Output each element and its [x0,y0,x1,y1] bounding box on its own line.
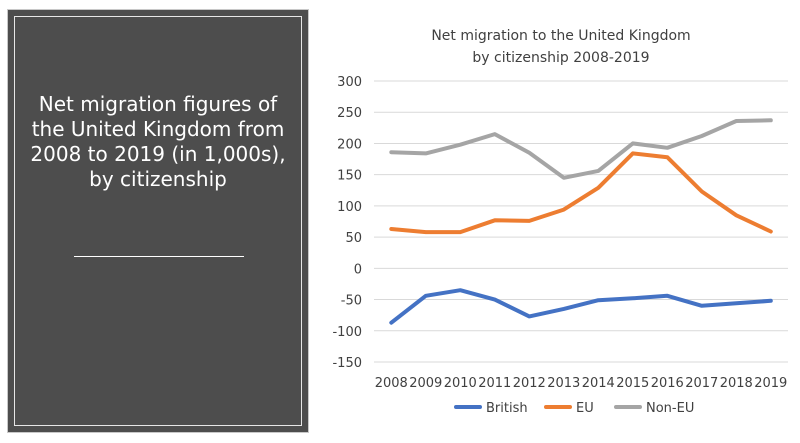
series-line-eu [389,151,773,235]
y-tick-label: 200 [337,137,362,152]
x-axis-tick-labels: 2008 2009 2010 2011 2012 2013 2014 2015 2016 2017… [375,376,788,391]
title-panel-frame [14,16,302,426]
y-tick-label: -150 [332,356,362,371]
y-tick-label: 150 [337,169,362,184]
chart-title-line-1: Net migration to the United Kingdom [431,28,690,44]
y-tick-label: 250 [337,106,362,121]
heading-underline [74,256,244,257]
legend-item-non-eu: Non-EU [614,401,694,416]
y-axis-tick-labels: -150 -100 -50 0 50 100 150 200 250 300 [332,75,362,371]
legend: British EU Non-EU [454,401,694,416]
x-tick-label: 2009 [409,376,442,391]
y-tick-label: -100 [332,325,362,340]
x-tick-label: 2016 [651,376,684,391]
panel-heading: Net migration figures of the United King… [30,92,286,191]
x-tick-label: 2011 [478,376,511,391]
chart-title-line-2: by citizenship 2008-2019 [472,50,649,66]
x-tick-label: 2012 [513,376,546,391]
y-tick-label: 100 [337,200,362,215]
series-line-non-eu [389,118,773,180]
legend-label: EU [576,401,594,416]
y-tick-label: 300 [337,75,362,90]
legend-item-eu: EU [544,401,594,416]
gridlines [374,80,788,363]
legend-label: Non-EU [646,401,694,416]
x-tick-label: 2010 [444,376,477,391]
legend-label: British [486,401,528,416]
y-tick-label: -50 [341,294,362,309]
title-panel: Net migration figures of the United King… [8,10,308,432]
y-tick-label: 0 [354,262,362,277]
x-tick-label: 2017 [685,376,718,391]
y-tick-label: 50 [345,231,362,246]
x-tick-label: 2019 [754,376,787,391]
x-tick-label: 2014 [582,376,615,391]
line-chart: Net migration to the United Kingdom by c… [332,28,788,416]
legend-item-british: British [454,401,528,416]
x-tick-label: 2008 [375,376,408,391]
series-line-british [389,288,773,325]
x-tick-label: 2018 [720,376,753,391]
x-tick-label: 2013 [547,376,580,391]
series-lines [389,118,773,325]
x-tick-label: 2015 [616,376,649,391]
